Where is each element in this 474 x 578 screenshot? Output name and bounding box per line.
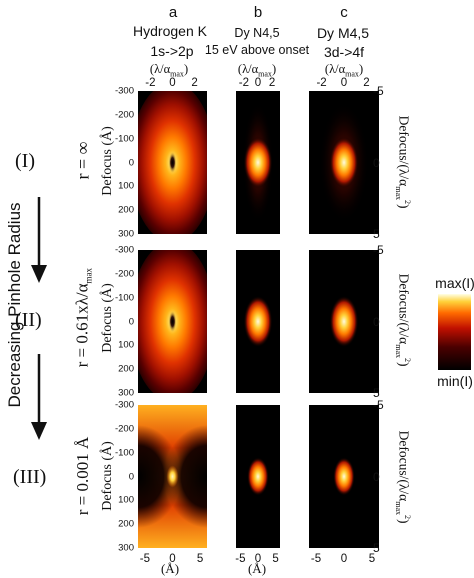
intensity-spot (247, 457, 269, 496)
column-title-c-line1: Dy M4,5 (316, 25, 370, 41)
colorbar-min-label: min(I) (437, 373, 473, 389)
left-tick-label: 100 (118, 494, 134, 506)
right-tick-label: 0 (373, 469, 380, 484)
bottom-tick-label: 5 (196, 553, 204, 565)
down-arrow-2 (31, 354, 47, 440)
central-bright-spot (166, 465, 179, 488)
left-tick-label: -300 (114, 85, 134, 97)
panel-III-b (236, 405, 280, 548)
down-arrow-1 (31, 197, 47, 283)
column-letter-b: b (253, 4, 263, 21)
left-tick-label: -200 (114, 268, 134, 280)
top-tick-label: -2 (316, 77, 327, 89)
row-radius-II: r = 0.61xλ/αmax (72, 268, 94, 368)
left-tick-label: 100 (118, 339, 134, 351)
bottom-tick-label: 5 (368, 553, 376, 565)
left-tick-label: -100 (114, 446, 134, 458)
intensity-spot (329, 136, 359, 189)
top-tick-label: 2 (363, 77, 370, 89)
top-tick-label: -2 (238, 77, 250, 89)
left-tick-label: 0 (128, 315, 134, 327)
panel-II-b (236, 250, 280, 393)
top-axis-unit-a: (λ/αmax) (149, 62, 189, 79)
left-tick-label: 0 (128, 156, 134, 168)
left-tick-label: 200 (118, 204, 134, 216)
left-tick-label: 200 (118, 363, 134, 375)
row-numeral-II: (II) (15, 309, 42, 331)
left-tick-label: 0 (128, 470, 134, 482)
bottom-tick-label: -5 (139, 553, 151, 565)
top-tick-label: 0 (254, 77, 262, 89)
top-axis-unit-c: (λ/αmax) (324, 62, 364, 79)
row-axis-label-right-III: Defocus/(λ/αmax2) (393, 430, 413, 524)
top-tick-label: -2 (145, 77, 156, 89)
right-tick-label: 5 (373, 227, 380, 241)
intensity-spot (243, 295, 273, 348)
left-tick-label: 300 (118, 542, 134, 554)
colorbar (438, 294, 471, 370)
panel-II-a (138, 250, 207, 393)
dark-lobe-right (164, 425, 207, 528)
column-letter-a: a (168, 4, 178, 21)
row-radius-III: r = 0.001 Å (73, 436, 92, 516)
right-tick-label: 5 (373, 541, 380, 555)
row-axis-label-right-II: Defocus/(λ/αmax2) (393, 273, 413, 367)
intensity-spot (333, 457, 355, 496)
bottom-axis-unit-a: (Å) (160, 561, 180, 576)
row-numeral-III: (III) (13, 466, 47, 488)
left-tick-label: -100 (114, 132, 134, 144)
left-tick-label: -200 (114, 423, 134, 435)
column-letter-c: c (340, 4, 348, 21)
right-tick-label: 5 (373, 386, 380, 400)
column-title-c-line2: 3d->4f (323, 44, 365, 60)
central-dark-spot (168, 151, 177, 174)
right-tick-label: 0 (373, 155, 380, 170)
bottom-tick-label: 5 (272, 553, 279, 565)
top-tick-label: 0 (169, 77, 176, 89)
column-title-a-line2: 1s->2p (150, 43, 194, 59)
left-tick-label: -300 (114, 244, 134, 256)
panel-I-b (236, 91, 280, 234)
intensity-spot (243, 136, 273, 189)
bottom-tick-label: -5 (235, 553, 246, 565)
right-tick-label: -5 (373, 243, 384, 257)
central-dark-spot (168, 310, 177, 333)
left-tick-label: 100 (118, 180, 134, 192)
colorbar-max-label: max(I) (435, 275, 474, 291)
left-tick-label: 300 (118, 387, 134, 399)
intensity-spot (329, 295, 359, 348)
left-tick-label: -200 (114, 109, 134, 121)
top-tick-label: 2 (191, 77, 198, 89)
panel-II-c (309, 250, 379, 393)
bottom-tick-label: 0 (254, 553, 262, 565)
panel-I-c (309, 91, 379, 234)
column-title-b-line2: 15 eV above onset (204, 43, 310, 57)
left-tick-label: -100 (114, 291, 134, 303)
panel-III-c (309, 405, 379, 548)
top-tick-label: 2 (268, 77, 276, 89)
panel-I-a (138, 91, 207, 234)
left-tick-label: -300 (114, 399, 134, 411)
bottom-tick-label: -5 (310, 553, 322, 565)
top-axis-unit-b: (λ/αmax) (237, 62, 277, 79)
panel-III-a (138, 405, 207, 548)
right-tick-label: 0 (373, 314, 380, 329)
row-axis-label-right-I: Defocus/(λ/αmax2) (393, 115, 413, 209)
row-numeral-I: (I) (15, 150, 35, 172)
left-tick-label: 300 (118, 228, 134, 240)
column-title-a-line1: Hydrogen K (133, 23, 207, 39)
right-tick-label: -5 (373, 398, 384, 412)
top-tick-label: 0 (340, 77, 348, 89)
column-title-b-line1: Dy N4,5 (234, 26, 280, 40)
bottom-axis-unit-b: (Å) (247, 561, 267, 576)
row-radius-II-sub: max (83, 268, 94, 284)
right-tick-label: -5 (373, 84, 384, 98)
left-tick-label: 200 (118, 518, 134, 530)
bottom-tick-label: 0 (169, 553, 176, 565)
bottom-tick-label: 0 (340, 553, 348, 565)
decreasing-pinhole-radius-label: Decreasing Pinhole Radius (5, 202, 24, 408)
row-radius-I: r = ∞ (72, 141, 93, 180)
